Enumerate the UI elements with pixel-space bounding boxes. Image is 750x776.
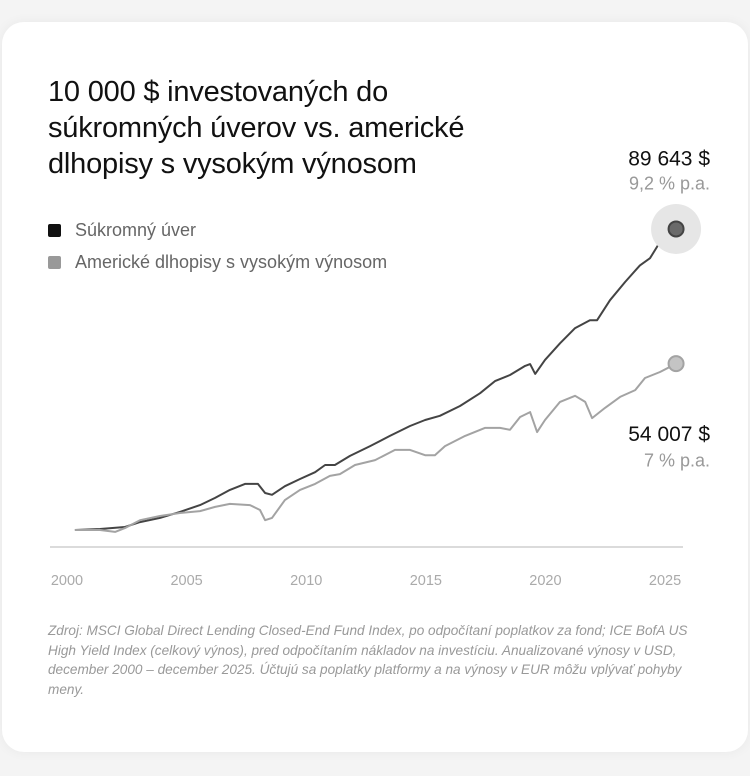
legend-label: Súkromný úver bbox=[75, 219, 197, 240]
x-tick-label: 2010 bbox=[290, 573, 322, 589]
rate-label: 7 % p.a. bbox=[644, 450, 710, 470]
x-tick-label: 2020 bbox=[529, 573, 561, 589]
legend: Súkromný úver Americké dlhopisy s vysokým… bbox=[48, 214, 387, 278]
rate-label: 9,2 % p.a. bbox=[629, 174, 710, 194]
legend-swatch bbox=[48, 255, 61, 269]
x-tick-label: 2000 bbox=[51, 573, 83, 589]
x-tick-label: 2005 bbox=[170, 573, 202, 589]
x-tick-label: 2015 bbox=[410, 573, 442, 589]
end-marker bbox=[667, 220, 685, 238]
legend-item: Americké dlhopisy s vysokým výnosom bbox=[48, 246, 387, 278]
end-value-label: 54 007 $ bbox=[628, 423, 710, 446]
end-value-label: 89 643 $ bbox=[628, 147, 710, 170]
legend-label: Americké dlhopisy s vysokým výnosom bbox=[75, 251, 388, 272]
card bbox=[2, 22, 748, 752]
legend-item: Súkromný úver bbox=[48, 214, 387, 246]
x-tick-label: 2025 bbox=[649, 573, 681, 589]
end-marker bbox=[667, 355, 685, 373]
series-line bbox=[74, 362, 677, 533]
legend-swatch bbox=[48, 223, 61, 237]
source-note: Zdroj: MSCI Global Direct Lending Closed… bbox=[48, 623, 688, 697]
series-line bbox=[74, 228, 677, 531]
chart-title: 10 000 $ investovaných do súkromných úve… bbox=[48, 76, 465, 180]
